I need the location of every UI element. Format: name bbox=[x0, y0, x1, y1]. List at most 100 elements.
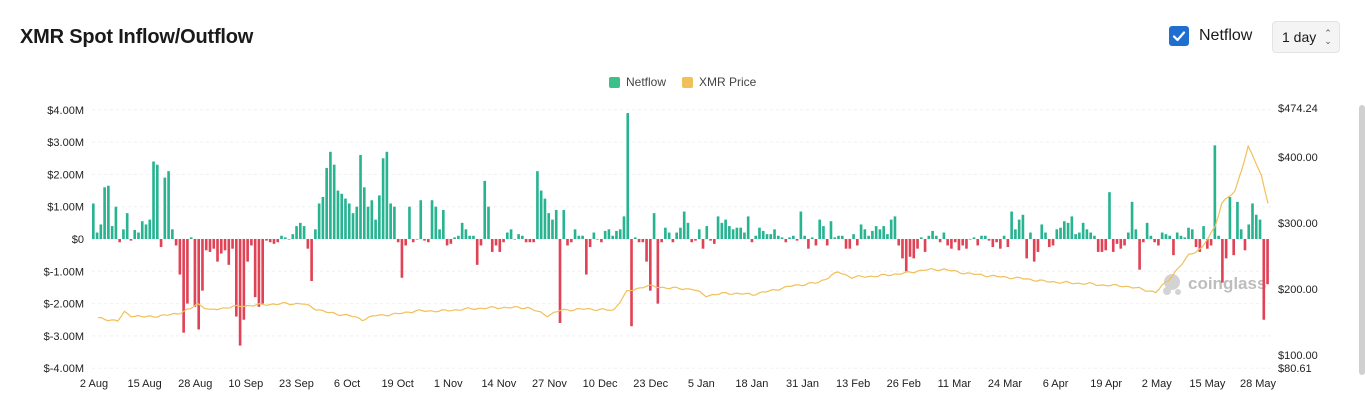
netflow-bar[interactable] bbox=[840, 235, 844, 239]
netflow-bar[interactable] bbox=[995, 239, 998, 243]
netflow-bar[interactable] bbox=[1123, 239, 1126, 246]
netflow-bar[interactable] bbox=[1130, 201, 1134, 239]
netflow-bar[interactable] bbox=[1266, 239, 1269, 285]
netflow-bar[interactable] bbox=[216, 239, 219, 262]
netflow-bar[interactable] bbox=[1078, 232, 1081, 239]
netflow-bar[interactable] bbox=[434, 206, 438, 239]
netflow-bar[interactable] bbox=[1254, 214, 1258, 239]
legend-item-netflow[interactable]: Netflow bbox=[609, 75, 666, 89]
netflow-bar[interactable] bbox=[927, 235, 931, 239]
netflow-bar[interactable] bbox=[336, 190, 340, 239]
netflow-bar[interactable] bbox=[107, 185, 110, 239]
netflow-bar[interactable] bbox=[1002, 235, 1006, 239]
netflow-bar[interactable] bbox=[980, 235, 983, 239]
netflow-bar[interactable] bbox=[411, 239, 415, 243]
netflow-bar[interactable] bbox=[724, 219, 727, 239]
netflow-bar[interactable] bbox=[645, 239, 648, 262]
netflow-bar[interactable] bbox=[837, 235, 840, 239]
netflow-bar[interactable] bbox=[626, 113, 630, 239]
netflow-bar[interactable] bbox=[746, 216, 750, 239]
netflow-bar[interactable] bbox=[773, 229, 776, 239]
netflow-bar[interactable] bbox=[690, 239, 694, 243]
netflow-bar[interactable] bbox=[1224, 239, 1228, 259]
netflow-bar[interactable] bbox=[965, 239, 968, 249]
legend-item-xmr-price[interactable]: XMR Price bbox=[682, 75, 756, 89]
netflow-bar[interactable] bbox=[524, 239, 528, 243]
netflow-bar[interactable] bbox=[110, 226, 114, 239]
netflow-bar[interactable] bbox=[408, 206, 411, 239]
netflow-bar[interactable] bbox=[1160, 232, 1164, 239]
netflow-bar[interactable] bbox=[1183, 237, 1187, 239]
netflow-bar[interactable] bbox=[543, 198, 547, 239]
netflow-bar[interactable] bbox=[622, 216, 626, 239]
netflow-bar[interactable] bbox=[1051, 239, 1055, 246]
netflow-bar[interactable] bbox=[1145, 222, 1149, 239]
netflow-bar[interactable] bbox=[999, 239, 1002, 249]
netflow-bar[interactable] bbox=[201, 239, 204, 291]
netflow-bar[interactable] bbox=[935, 235, 938, 239]
netflow-bar[interactable] bbox=[332, 164, 336, 239]
netflow-bar[interactable] bbox=[144, 224, 148, 239]
netflow-bar[interactable] bbox=[1010, 211, 1013, 239]
netflow-bar[interactable] bbox=[1164, 234, 1168, 239]
netflow-bar[interactable] bbox=[569, 239, 573, 243]
netflow-bar[interactable] bbox=[1206, 239, 1209, 249]
netflow-bar[interactable] bbox=[912, 239, 916, 259]
netflow-bar[interactable] bbox=[1239, 229, 1243, 239]
netflow-bar[interactable] bbox=[863, 229, 867, 239]
netflow-bar[interactable] bbox=[370, 200, 374, 239]
netflow-bar[interactable] bbox=[901, 239, 904, 259]
netflow-bar[interactable] bbox=[588, 239, 592, 248]
netflow-bar[interactable] bbox=[272, 239, 276, 244]
netflow-bar[interactable] bbox=[889, 219, 893, 239]
netflow-bar[interactable] bbox=[1111, 239, 1115, 252]
netflow-bar[interactable] bbox=[856, 239, 859, 246]
netflow-bar[interactable] bbox=[125, 213, 129, 239]
netflow-bar[interactable] bbox=[1262, 239, 1266, 320]
netflow-bar[interactable] bbox=[396, 239, 400, 243]
netflow-bar[interactable] bbox=[566, 239, 569, 246]
netflow-bar[interactable] bbox=[720, 222, 724, 239]
netflow-bar[interactable] bbox=[378, 195, 381, 239]
netflow-bar[interactable] bbox=[1063, 221, 1066, 239]
netflow-bar[interactable] bbox=[1168, 235, 1172, 239]
netflow-bar[interactable] bbox=[1119, 239, 1123, 249]
netflow-bar[interactable] bbox=[686, 222, 690, 239]
netflow-bar[interactable] bbox=[618, 229, 622, 239]
netflow-bar[interactable] bbox=[137, 232, 140, 239]
netflow-bar[interactable] bbox=[174, 239, 178, 246]
netflow-bar[interactable] bbox=[321, 197, 325, 239]
netflow-bar[interactable] bbox=[882, 226, 885, 239]
page-scrollbar[interactable] bbox=[1359, 105, 1365, 375]
netflow-bar[interactable] bbox=[118, 239, 121, 243]
netflow-bar[interactable] bbox=[731, 229, 735, 239]
netflow-bar[interactable] bbox=[193, 239, 197, 307]
netflow-bar[interactable] bbox=[743, 232, 746, 239]
netflow-bar[interactable] bbox=[129, 239, 133, 241]
netflow-bar[interactable] bbox=[1209, 239, 1213, 246]
netflow-bar[interactable] bbox=[551, 219, 554, 239]
netflow-bar[interactable] bbox=[536, 171, 539, 239]
netflow-bar[interactable] bbox=[1213, 145, 1217, 239]
netflow-bar[interactable] bbox=[577, 235, 581, 239]
netflow-bar[interactable] bbox=[671, 239, 675, 243]
netflow-bar[interactable] bbox=[652, 213, 656, 239]
netflow-bar[interactable] bbox=[208, 239, 212, 252]
netflow-bar[interactable] bbox=[1066, 222, 1070, 239]
netflow-bar[interactable] bbox=[1175, 232, 1179, 239]
netflow-bar[interactable] bbox=[664, 227, 667, 239]
netflow-bar[interactable] bbox=[976, 239, 980, 246]
netflow-bar[interactable] bbox=[445, 239, 449, 246]
netflow-bar[interactable] bbox=[1126, 232, 1130, 239]
netflow-bar[interactable] bbox=[246, 239, 249, 262]
netflow-bar[interactable] bbox=[268, 239, 272, 243]
netflow-bar[interactable] bbox=[347, 203, 351, 239]
netflow-bar[interactable] bbox=[287, 239, 291, 240]
netflow-bar[interactable] bbox=[931, 230, 934, 239]
netflow-bar[interactable] bbox=[498, 239, 502, 252]
netflow-bar[interactable] bbox=[547, 213, 551, 239]
netflow-bar[interactable] bbox=[430, 200, 434, 239]
netflow-bar[interactable] bbox=[1081, 222, 1085, 239]
netflow-bar[interactable] bbox=[972, 237, 976, 239]
netflow-bar[interactable] bbox=[897, 239, 901, 246]
